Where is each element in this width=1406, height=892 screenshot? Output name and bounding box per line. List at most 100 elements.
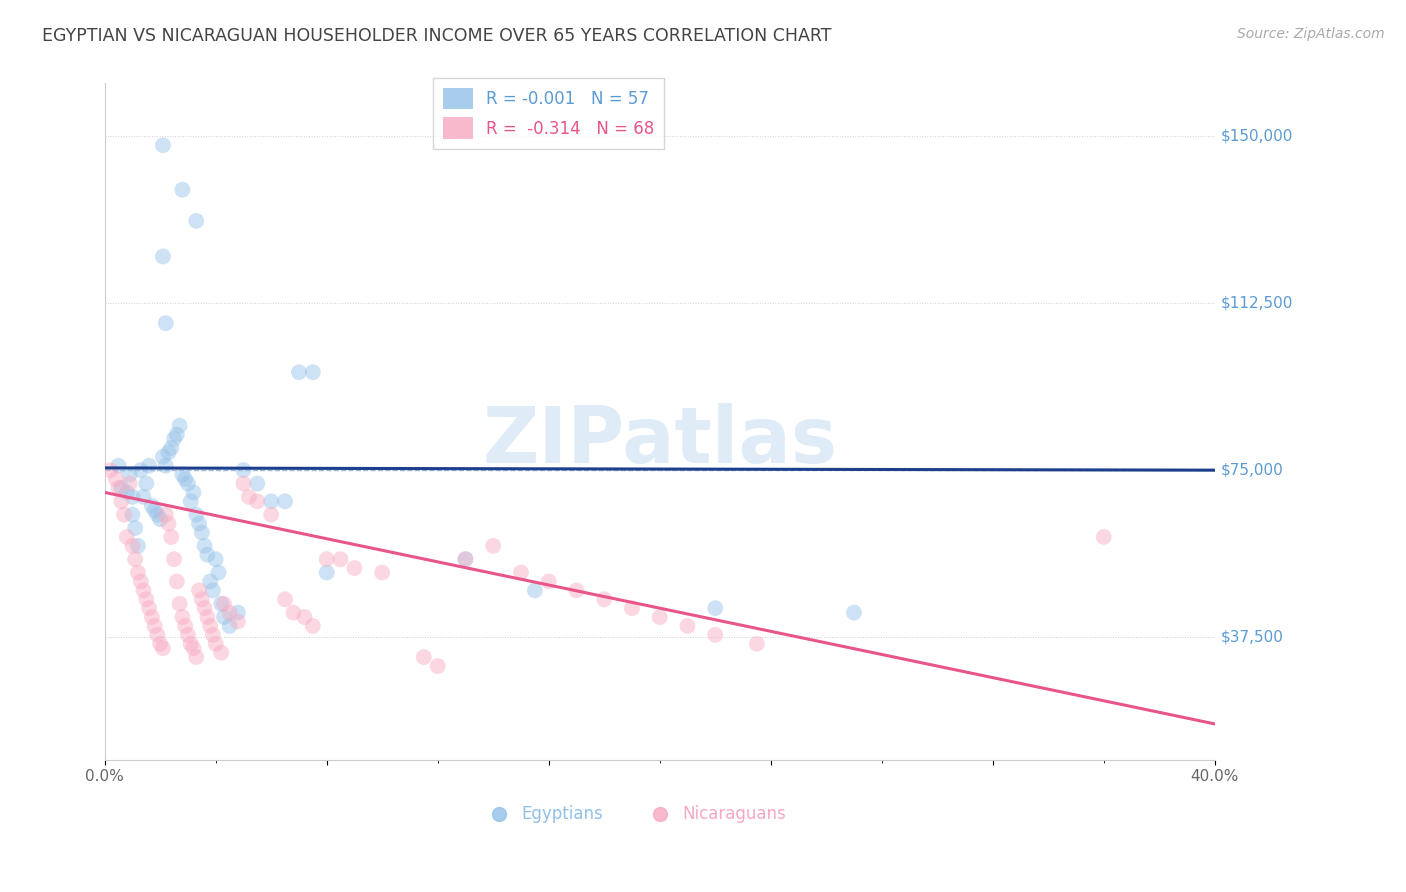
Point [745,637,768,651]
Point [110,481,132,495]
Point [121,539,143,553]
Legend: R = -0.001   N = 57, R =  -0.314   N = 68: R = -0.001 N = 57, R = -0.314 N = 68 [433,78,665,149]
Point [121,508,143,522]
Point [246,476,269,491]
Point [537,574,560,589]
Point [232,476,254,491]
Point [138,601,160,615]
Point [188,516,211,531]
Point [141,610,163,624]
Point [315,552,337,566]
Point [163,552,186,566]
Point [124,521,146,535]
Point [180,637,202,651]
Point [194,539,217,553]
Point [260,508,283,522]
Point [343,561,366,575]
Point [194,601,217,615]
Point [135,592,157,607]
Point [218,619,240,633]
Point [842,606,865,620]
Point [127,566,149,580]
Point [152,250,174,264]
Point [127,539,149,553]
Point [226,615,249,629]
Point [238,490,260,504]
Point [593,592,616,607]
Point [152,138,174,153]
Point [112,508,135,522]
Text: EGYPTIAN VS NICARAGUAN HOUSEHOLDER INCOME OVER 65 YEARS CORRELATION CHART: EGYPTIAN VS NICARAGUAN HOUSEHOLDER INCOM… [42,27,832,45]
Point [157,516,180,531]
Point [274,494,297,508]
Text: ZIPatlas: ZIPatlas [482,403,837,480]
Point [174,619,197,633]
Point [132,583,155,598]
Point [152,450,174,464]
Text: $150,000: $150,000 [1220,128,1292,144]
Point [183,641,205,656]
Point [198,574,221,589]
Point [138,458,160,473]
Point [212,597,235,611]
Point [191,592,214,607]
Point [155,458,177,473]
Point [195,548,218,562]
Point [183,485,205,500]
Point [107,481,129,495]
Point [565,583,588,598]
Point [149,637,172,651]
Point [177,628,200,642]
Point [371,566,394,580]
Point [329,552,352,566]
Point [124,552,146,566]
Point [118,467,141,482]
Point [412,650,434,665]
Text: Nicaraguans: Nicaraguans [682,805,786,822]
Point [1092,530,1115,544]
Point [620,601,643,615]
Point [186,214,208,228]
Point [118,476,141,491]
Point [315,566,337,580]
Point [132,490,155,504]
Point [226,606,249,620]
Point [191,525,214,540]
Text: Egyptians: Egyptians [522,805,603,822]
Point [676,619,699,633]
Point [146,628,169,642]
Point [454,552,477,566]
Point [209,597,232,611]
Point [155,508,177,522]
Point [232,463,254,477]
Point [174,472,197,486]
Point [135,476,157,491]
Point [218,606,240,620]
Point [107,458,129,473]
Point [166,427,188,442]
Point [260,494,283,508]
Point [172,183,194,197]
Point [121,490,143,504]
Point [274,592,297,607]
Point [288,365,311,379]
Point [301,365,323,379]
Point [152,641,174,656]
Point [246,494,269,508]
Point [454,552,477,566]
Point [141,499,163,513]
Point [115,485,138,500]
Point [186,508,208,522]
Point [510,566,533,580]
Point [129,574,152,589]
Point [704,601,727,615]
Point [129,463,152,477]
Point [207,566,229,580]
Point [172,610,194,624]
Point [98,463,121,477]
Point [110,494,132,508]
Point [146,508,169,522]
Point [301,619,323,633]
Point [204,552,226,566]
Point [201,628,224,642]
